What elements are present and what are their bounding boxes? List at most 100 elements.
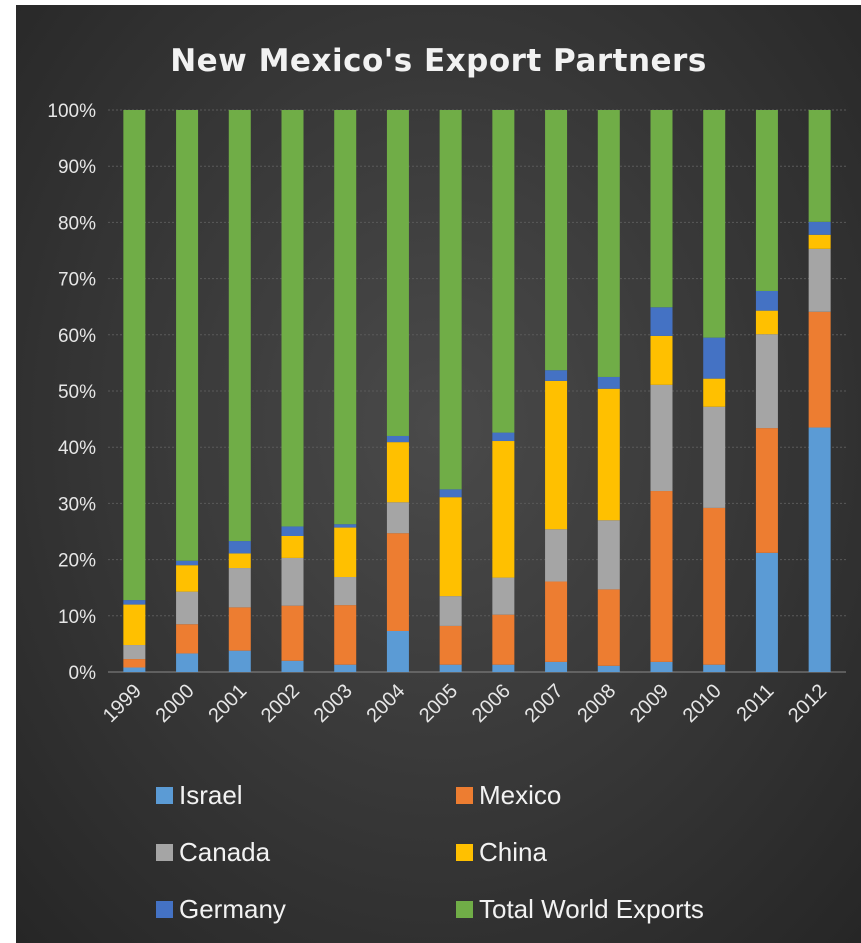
bar-segment-canada-2010 <box>703 406 726 508</box>
bar-segment-canada-1999 <box>123 645 146 660</box>
bar-segment-germany-2010 <box>703 337 726 379</box>
y-tick-label: 40% <box>58 438 96 459</box>
y-tick-label: 30% <box>58 494 96 515</box>
bar-segment-china-2008 <box>597 388 620 521</box>
bar-segment-mexico-2003 <box>334 605 357 665</box>
bar-segment-mexico-2012 <box>808 311 831 428</box>
bar-segment-total-world-exports-2000 <box>176 110 199 561</box>
bar-segment-mexico-2009 <box>650 491 673 662</box>
bar-segment-germany-2003 <box>334 524 357 528</box>
legend-swatch <box>456 843 473 861</box>
bar-segment-mexico-2002 <box>281 605 304 661</box>
bar-segment-total-world-exports-2003 <box>334 110 357 525</box>
bar-segment-mexico-2004 <box>386 533 409 631</box>
bar-segment-total-world-exports-2005 <box>439 110 462 490</box>
y-tick-label: 50% <box>58 382 96 403</box>
bar-segment-canada-2011 <box>755 334 778 429</box>
bar-segment-total-world-exports-2011 <box>755 110 778 291</box>
bar-segment-israel-2012 <box>808 427 831 672</box>
bar-segment-germany-2005 <box>439 489 462 498</box>
bar-segment-mexico-2010 <box>703 507 726 665</box>
x-tick-label: 2011 <box>732 680 778 726</box>
bar-segment-china-2006 <box>492 441 515 578</box>
bar-segment-germany-2007 <box>545 370 568 381</box>
y-tick-label: 90% <box>58 157 96 178</box>
bar-segment-total-world-exports-2006 <box>492 110 515 433</box>
x-tick-label: 2002 <box>257 680 304 727</box>
bar-segment-canada-2002 <box>281 557 304 606</box>
bar-segment-canada-2001 <box>228 568 251 608</box>
bar-segment-mexico-2007 <box>545 581 568 662</box>
x-tick-label: 2006 <box>468 680 515 727</box>
bar-segment-canada-2005 <box>439 596 462 626</box>
bar-segment-israel-2005 <box>439 664 462 672</box>
bar-segment-germany-2009 <box>650 307 673 336</box>
bar-segment-total-world-exports-1999 <box>123 110 146 601</box>
legend-label: China <box>479 836 547 867</box>
bar-segment-israel-2003 <box>334 664 357 672</box>
bar-segment-china-2011 <box>755 310 778 335</box>
legend-item-mexico: Mexico <box>456 780 756 810</box>
y-tick-label: 0% <box>69 663 97 684</box>
y-tick-label: 60% <box>58 326 96 347</box>
bar-segment-total-world-exports-2002 <box>281 110 304 527</box>
x-tick-label: 2010 <box>679 680 726 727</box>
bar-segment-total-world-exports-2007 <box>545 110 568 371</box>
legend-item-canada: Canada <box>156 837 456 867</box>
bar-segment-china-2004 <box>386 442 409 503</box>
stacked-bar-plot: 0%10%20%30%40%50%60%70%80%90%100%1999 200… <box>47 101 846 727</box>
bar-segment-total-world-exports-2010 <box>703 110 726 338</box>
x-tick-label: 2005 <box>415 680 462 727</box>
y-tick-label: 80% <box>58 213 96 234</box>
bar-segment-germany-2000 <box>176 560 199 566</box>
x-tick-label: 2003 <box>310 680 357 727</box>
bar-segment-total-world-exports-2001 <box>228 110 251 542</box>
x-tick-label: 2001 <box>204 680 251 727</box>
bar-segment-china-2002 <box>281 535 304 558</box>
bar-segment-israel-1999 <box>123 667 146 672</box>
bar-segment-germany-2002 <box>281 526 304 536</box>
legend-swatch <box>156 900 173 918</box>
bar-segment-mexico-1999 <box>123 659 146 668</box>
bar-segment-mexico-2006 <box>492 614 515 665</box>
bar-segment-china-2012 <box>808 234 831 249</box>
bar-segment-germany-2004 <box>386 435 409 443</box>
bar-segment-china-2000 <box>176 565 199 592</box>
legend-label: Israel <box>179 779 243 810</box>
bar-segment-mexico-2008 <box>597 589 620 666</box>
bar-segment-israel-2002 <box>281 660 304 672</box>
legend-item-total-world-exports: Total World Exports <box>456 894 756 924</box>
bar-segment-germany-1999 <box>123 600 146 605</box>
legend-swatch <box>456 900 473 918</box>
bar-segment-canada-2007 <box>545 529 568 582</box>
x-tick-label: 2000 <box>152 680 199 727</box>
bar-segment-israel-2001 <box>228 650 251 672</box>
legend-swatch <box>156 786 173 804</box>
legend-swatch <box>456 786 473 804</box>
bar-segment-israel-2000 <box>176 653 199 672</box>
bar-segment-total-world-exports-2009 <box>650 110 673 308</box>
bar-segment-germany-2011 <box>755 290 778 311</box>
legend-item-israel: Israel <box>156 780 456 810</box>
bar-segment-total-world-exports-2008 <box>597 110 620 377</box>
legend-label: Canada <box>179 836 271 867</box>
bar-segment-israel-2011 <box>755 552 778 672</box>
bar-segment-canada-2008 <box>597 520 620 590</box>
bar-segment-germany-2001 <box>228 541 251 554</box>
legend-label: Germany <box>179 893 286 924</box>
bar-segment-germany-2012 <box>808 221 831 235</box>
bar-segment-china-2010 <box>703 378 726 407</box>
legend-label: Mexico <box>479 779 562 810</box>
bar-segment-israel-2010 <box>703 664 726 672</box>
chart-area: New Mexico's Export Partners 0% 10% 20% 30%… <box>16 5 861 943</box>
chart-title: New Mexico's Export Partners <box>170 43 707 79</box>
bar-segment-total-world-exports-2004 <box>386 110 409 436</box>
y-tick-label: 10% <box>58 607 96 628</box>
legend-swatch <box>156 843 173 861</box>
bar-segment-china-2009 <box>650 335 673 385</box>
bar-segment-mexico-2005 <box>439 625 462 665</box>
bar-segment-canada-2012 <box>808 248 831 312</box>
bar-segment-canada-2003 <box>334 577 357 606</box>
x-tick-label: 1999 <box>99 680 146 727</box>
bar-segment-israel-2004 <box>386 630 409 672</box>
